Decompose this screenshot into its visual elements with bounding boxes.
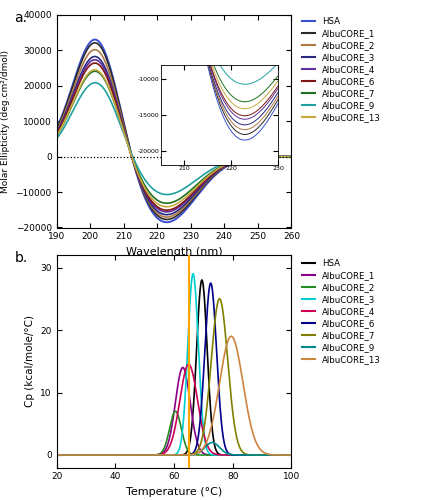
Y-axis label: Cp (kcal/mole/°C): Cp (kcal/mole/°C) bbox=[25, 316, 35, 407]
Text: a.: a. bbox=[14, 10, 27, 24]
Text: b.: b. bbox=[14, 251, 27, 265]
X-axis label: Wavelength (nm): Wavelength (nm) bbox=[125, 247, 222, 257]
X-axis label: Temperature (°C): Temperature (°C) bbox=[125, 487, 222, 497]
Legend: HSA, AlbuCORE_1, AlbuCORE_2, AlbuCORE_3, AlbuCORE_4, AlbuCORE_6, AlbuCORE_7, Alb: HSA, AlbuCORE_1, AlbuCORE_2, AlbuCORE_3,… bbox=[302, 17, 380, 122]
Y-axis label: Molar Ellipticity (deg.cm²/dmol): Molar Ellipticity (deg.cm²/dmol) bbox=[1, 50, 10, 193]
Legend: HSA, AlbuCORE_1, AlbuCORE_2, AlbuCORE_3, AlbuCORE_4, AlbuCORE_6, AlbuCORE_7, Alb: HSA, AlbuCORE_1, AlbuCORE_2, AlbuCORE_3,… bbox=[302, 260, 380, 364]
